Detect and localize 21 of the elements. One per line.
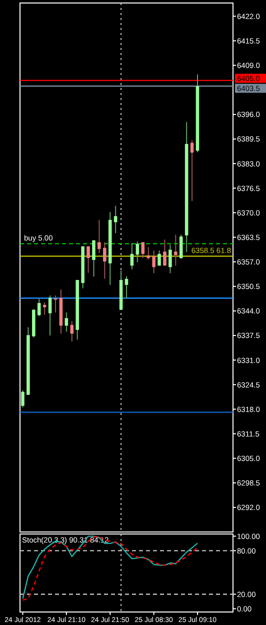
candlestick [179,234,183,260]
candlestick [168,244,172,274]
candlestick [70,320,74,342]
candlestick [163,239,166,266]
candlestick [103,242,106,280]
candlestick [37,298,41,317]
candlestick [124,276,128,299]
candlestick [141,242,145,259]
candlestick [98,219,101,254]
candlestick [152,250,156,274]
candlestick [114,205,118,234]
candlestick [158,250,161,266]
candlestick [86,246,90,274]
candlestick [64,312,68,332]
candlestick [92,240,96,278]
candlestick [48,294,52,336]
candlestick [146,246,150,260]
candlestick [21,390,24,408]
candlestick [174,234,178,266]
candlestick [130,242,134,270]
candlestick [136,240,140,263]
